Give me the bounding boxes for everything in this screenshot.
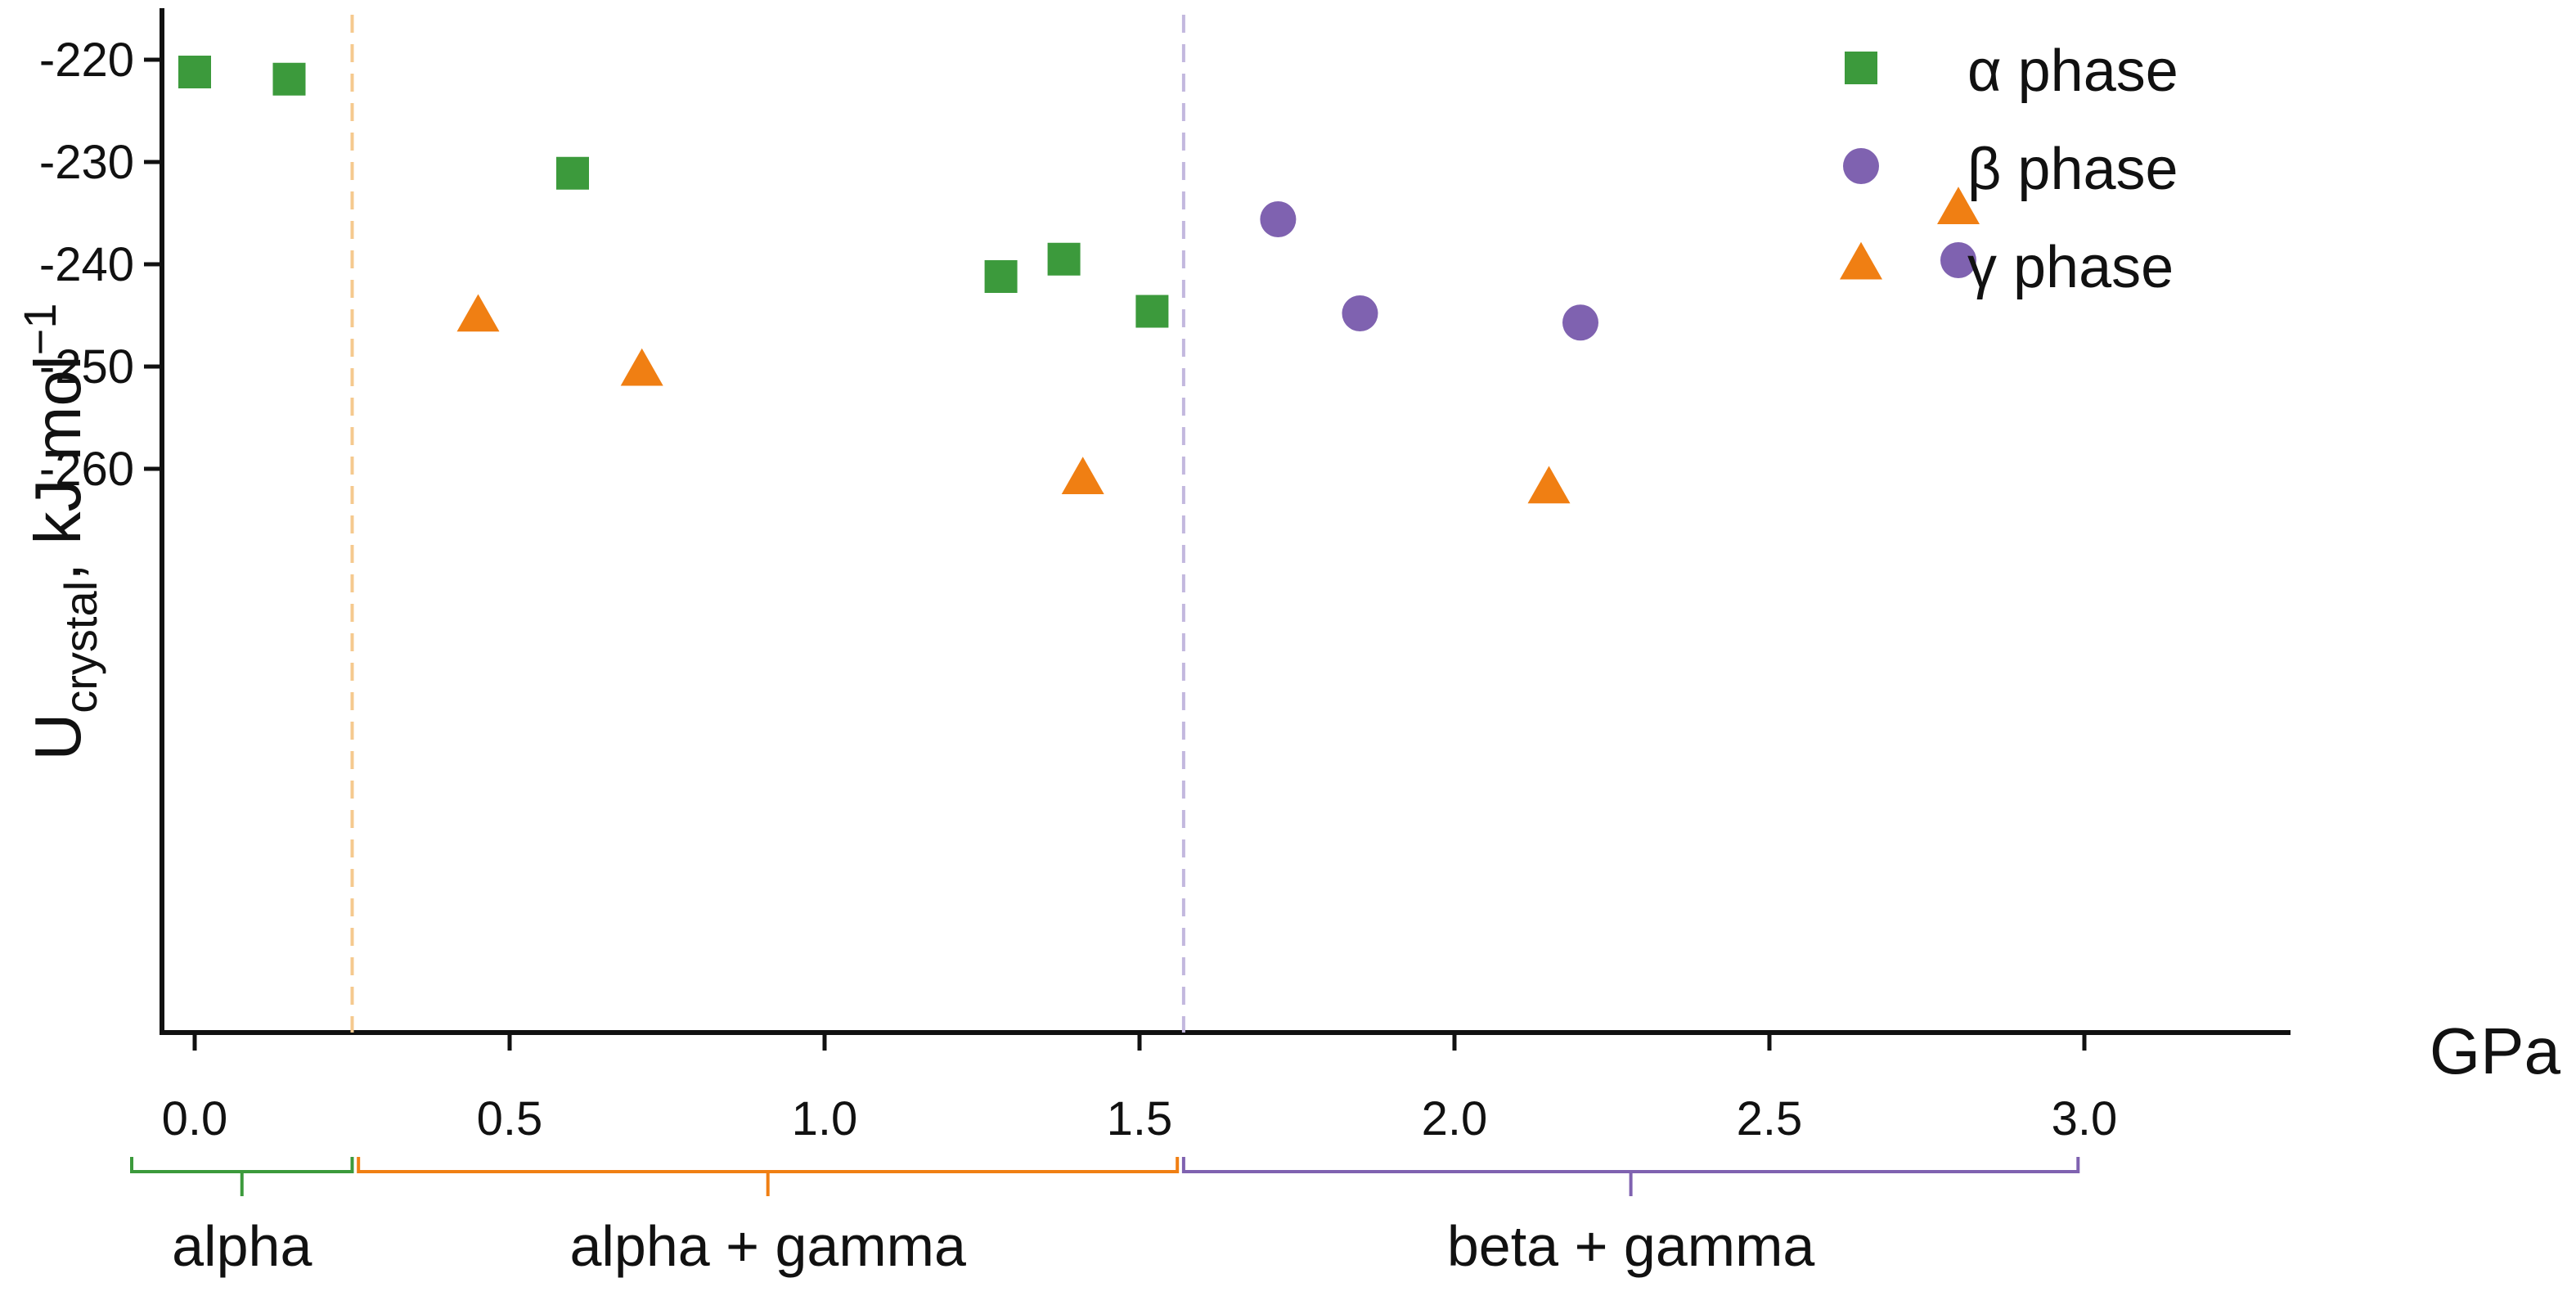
legend-marker-square [1845, 52, 1877, 84]
data-point-square [272, 62, 306, 96]
data-point-triangle [1061, 457, 1104, 494]
y-tick-label: -240 [39, 238, 134, 291]
data-point-square [556, 156, 589, 190]
data-point-triangle [620, 348, 663, 386]
x-tick-label: 2.0 [1422, 1092, 1488, 1145]
y-tick-label: -260 [39, 443, 134, 496]
region-label: beta + gamma [1447, 1214, 1814, 1278]
x-tick-label: 1.0 [792, 1092, 858, 1145]
y-tick-label: -220 [39, 34, 134, 87]
plot-area: -220 -230 -240 -250 -260 0.0 0.5 1.0 1.5 2.0 2.5 3.… [39, 8, 2291, 1145]
data-point-square [178, 56, 211, 88]
y-tick-label: -230 [39, 136, 134, 189]
legend-marker-circle [1843, 148, 1879, 184]
y-axis-title-main: U [21, 713, 94, 761]
data-point-square [984, 260, 1018, 293]
region-label: alpha [172, 1214, 312, 1278]
data-point-triangle [1937, 187, 1980, 224]
data-point-circle [1562, 304, 1598, 341]
y-axis-title-superscript: −1 [14, 303, 65, 355]
y-axis-title-subscript: crystal [55, 581, 106, 713]
x-tick-label: 3.0 [2052, 1092, 2118, 1145]
x-tick-label: 1.5 [1107, 1092, 1173, 1145]
y-tick-label: -250 [39, 340, 134, 394]
region-label: alpha + gamma [569, 1214, 966, 1278]
data-point-square [1135, 295, 1169, 328]
data-point-circle [1940, 242, 1976, 278]
x-axis-unit-label: GPa [2430, 1015, 2561, 1087]
legend-label: β phase [1967, 137, 2178, 202]
data-point-triangle [456, 294, 500, 332]
y-axis-title: Ucrystal, kJ mol−1 [14, 303, 106, 760]
x-tick-label: 2.5 [1737, 1092, 1803, 1145]
phase-regions: alpha alpha + gamma beta + gamma [130, 1157, 2080, 1278]
data-point-circle [1342, 295, 1378, 331]
legend-marker-triangle [1840, 241, 1882, 280]
region-bracket [130, 1157, 354, 1196]
x-tick-label: 0.5 [477, 1092, 543, 1145]
data-point-triangle [1527, 466, 1571, 504]
legend: α phase β phase γ phase [1840, 38, 2178, 300]
legend-label: α phase [1967, 38, 2178, 104]
y-axis-title-unit: , kJ mol [21, 355, 94, 581]
legend-label: γ phase [1967, 235, 2174, 300]
data-point-circle [1260, 201, 1297, 237]
region-bracket [1181, 1157, 2080, 1196]
data-marks [178, 56, 1980, 504]
region-bracket [357, 1157, 1180, 1196]
data-point-square [1047, 242, 1081, 276]
x-tick-label: 0.0 [162, 1092, 228, 1145]
